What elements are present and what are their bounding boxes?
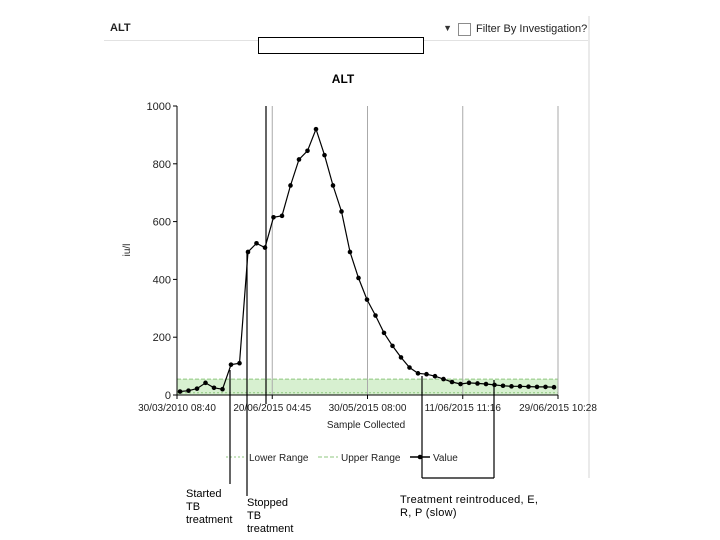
value-point	[517, 384, 523, 389]
value-point	[211, 385, 217, 391]
y-tick-label: 200	[153, 332, 171, 344]
value-point	[373, 313, 378, 318]
legend-label: Lower Range	[249, 453, 309, 464]
value-point	[415, 371, 421, 376]
value-point	[381, 330, 387, 336]
value-point	[322, 152, 327, 158]
value-point	[194, 386, 200, 391]
value-point	[390, 343, 395, 349]
y-tick-label: 0	[165, 390, 171, 402]
value-point	[296, 157, 302, 162]
filter-by-investigation[interactable]: Filter By Investigation?	[458, 20, 587, 38]
value-point	[254, 240, 259, 246]
chevron-down-icon[interactable]: ▼	[443, 23, 452, 33]
value-point	[228, 362, 234, 367]
value-point	[543, 384, 548, 390]
value-point	[339, 209, 344, 214]
value-point	[475, 381, 480, 386]
filter-label: Filter By Investigation?	[476, 23, 588, 35]
value-point	[203, 380, 208, 386]
x-tick-label: 11/06/2015 11:16	[425, 403, 502, 414]
value-point	[288, 183, 293, 188]
value-point	[347, 249, 353, 255]
value-point	[356, 275, 361, 281]
stopped-treatment-note: Stopped TB treatment	[247, 497, 294, 535]
value-point	[262, 245, 268, 250]
x-tick-label: 29/06/2015 10:28	[519, 403, 597, 414]
x-tick-label: 30/05/2015 08:00	[329, 403, 407, 414]
value-point	[432, 373, 438, 379]
value-point	[526, 384, 531, 389]
value-point	[424, 371, 429, 377]
value-point	[458, 381, 463, 387]
value-point	[449, 379, 455, 385]
value-point	[441, 376, 446, 382]
value-point	[483, 381, 489, 387]
value-point	[500, 383, 506, 389]
value-point	[509, 384, 514, 389]
value-point	[551, 384, 557, 390]
x-tick-label: 30/03/2010 08:40	[138, 403, 216, 414]
test-select-value: ALT	[110, 22, 131, 34]
value-point	[271, 214, 276, 220]
value-point	[534, 384, 540, 390]
filter-checkbox[interactable]	[458, 22, 471, 36]
started-treatment-note: Started TB treatment	[186, 488, 233, 526]
value-point	[279, 213, 285, 219]
value-point	[177, 389, 183, 394]
value-point	[245, 249, 251, 255]
value-point	[305, 148, 310, 154]
value-point	[466, 380, 472, 386]
value-point	[220, 386, 225, 392]
chart-title: ALT	[332, 72, 355, 86]
value-point	[398, 355, 404, 360]
x-tick-label: 20/06/2015 04:45	[233, 403, 311, 414]
test-select[interactable]: ALT ▼	[106, 20, 454, 38]
y-axis-label: iu/l	[122, 244, 133, 257]
legend-label: Value	[433, 453, 458, 464]
value-point	[313, 126, 319, 132]
value-point	[186, 388, 191, 393]
y-tick-label: 800	[153, 159, 171, 171]
panel-border	[588, 16, 590, 478]
value-point	[330, 183, 336, 188]
value-point	[237, 360, 242, 366]
investigation-toolbar: ALT ▼ Filter By Investigation?	[104, 18, 590, 41]
blank-text-box	[258, 37, 424, 54]
legend-label: Upper Range	[341, 453, 401, 464]
y-tick-label: 1000	[147, 101, 171, 113]
legend-marker	[417, 454, 423, 460]
x-axis-label: Sample Collected	[327, 420, 405, 431]
y-tick-label: 400	[153, 274, 171, 286]
y-tick-label: 600	[153, 217, 171, 229]
treatment-reintroduced-note: Treatment reintroduced, E, R, P (slow)	[400, 494, 539, 519]
value-point	[407, 365, 412, 370]
value-point	[364, 297, 370, 302]
